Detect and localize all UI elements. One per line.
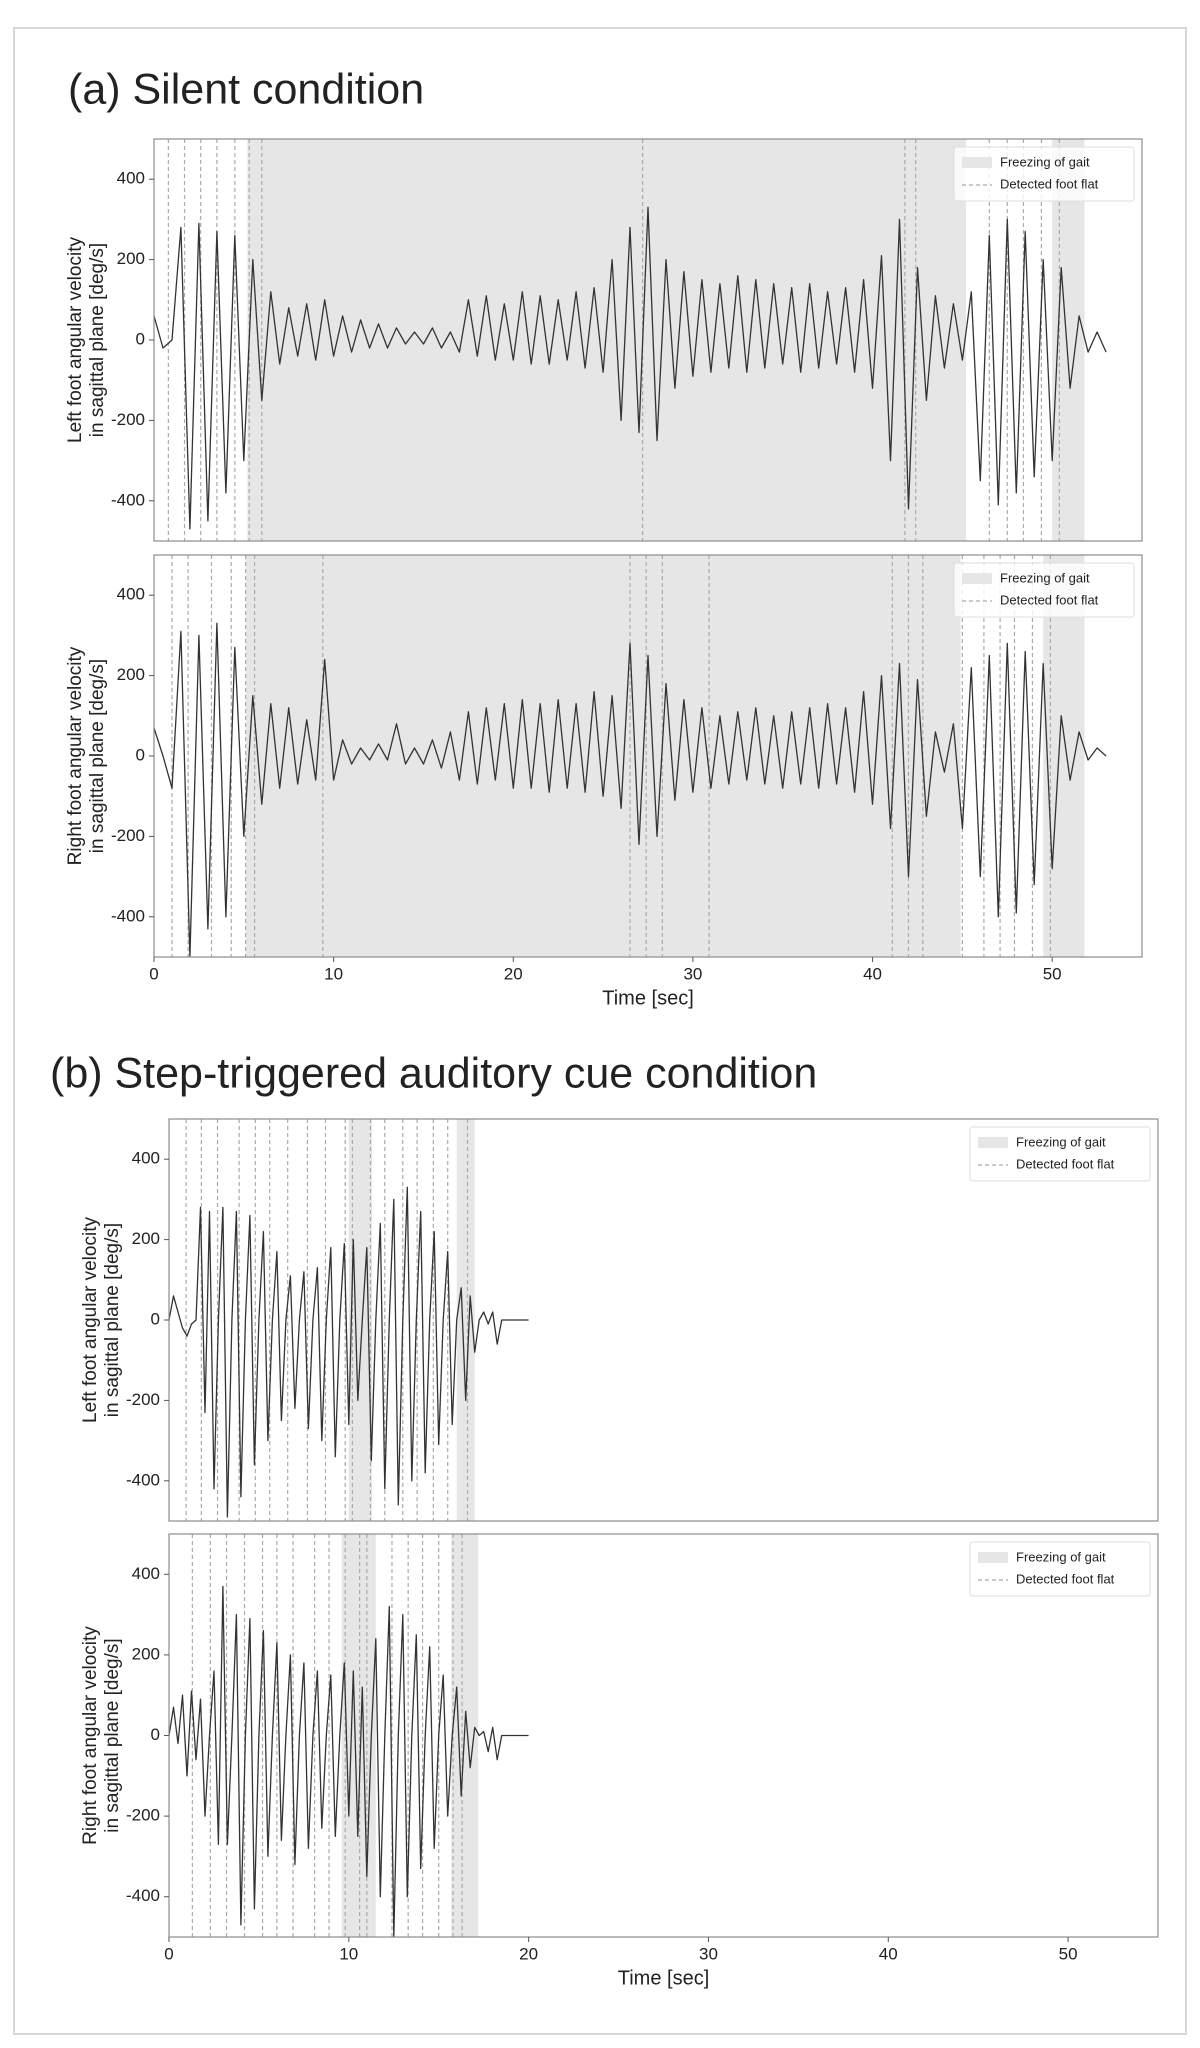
- legend-label: Freezing of gait: [1000, 154, 1090, 169]
- plot-area: [154, 555, 1107, 957]
- y-tick-label: -200: [126, 1806, 160, 1825]
- signal-line: [169, 1186, 529, 1518]
- legend: Freezing of gait Detected foot flat: [969, 1126, 1151, 1182]
- x-tick-label: 50: [1059, 1944, 1078, 1963]
- x-tick-label: 40: [879, 1944, 898, 1963]
- y-axis-label: Right foot angular velocity: [65, 646, 86, 865]
- legend-label: Freezing of gait: [1016, 1549, 1106, 1564]
- legend-box: [969, 1541, 1151, 1597]
- y-tick-label: -400: [126, 1886, 160, 1905]
- y-tick-label: 400: [132, 1564, 160, 1583]
- y-tick-label: -200: [111, 826, 145, 845]
- legend-box: [969, 1126, 1151, 1182]
- y-axis-label: in sagittal plane [deg/s]: [102, 1638, 123, 1832]
- legend: Freezing of gait Detected foot flat: [953, 562, 1135, 618]
- plot-area: [154, 139, 1107, 541]
- y-axis-label: Right foot angular velocity: [80, 1626, 101, 1845]
- legend: Freezing of gait Detected foot flat: [969, 1541, 1151, 1597]
- legend-label: Detected foot flat: [1000, 592, 1099, 607]
- figure-border: [13, 27, 1187, 2035]
- y-tick-label: -200: [126, 1390, 160, 1409]
- x-tick-label: 30: [699, 1944, 718, 1963]
- x-tick-label: 50: [1043, 964, 1062, 983]
- y-tick-label: 400: [117, 169, 145, 188]
- legend-fog-swatch: [978, 1552, 1008, 1563]
- legend-label: Detected foot flat: [1016, 1156, 1115, 1171]
- y-tick-label: 400: [117, 585, 145, 604]
- plot-area: [169, 1119, 529, 1521]
- fog-span: [348, 1119, 373, 1521]
- x-tick-label: 40: [863, 964, 882, 983]
- y-tick-label: 0: [136, 745, 145, 764]
- panel-title: (b) Step-triggered auditory cue conditio…: [50, 1049, 817, 1097]
- x-tick-label: 20: [504, 964, 523, 983]
- panel: -400 -200 0 200 400 0 10 20 30 40 50 Time [sec] Righ…: [65, 554, 1143, 1009]
- fog-span: [245, 555, 961, 957]
- x-axis-label: Time [sec]: [618, 1967, 710, 1989]
- panel: -400 -200 0 200 400 Left foot angular velocit…: [50, 1049, 1159, 1522]
- plot-area: [169, 1534, 529, 1937]
- y-axis-label: in sagittal plane [deg/s]: [102, 1223, 123, 1417]
- legend: Freezing of gait Detected foot flat: [953, 146, 1135, 202]
- y-axis-label: Left foot angular velocity: [65, 237, 86, 443]
- y-tick-label: 400: [132, 1149, 160, 1168]
- legend-fog-swatch: [962, 157, 992, 168]
- legend-label: Freezing of gait: [1000, 570, 1090, 585]
- signal-line: [154, 622, 1107, 957]
- y-axis-label: in sagittal plane [deg/s]: [87, 243, 108, 437]
- y-tick-label: -400: [111, 906, 145, 925]
- signal-line: [154, 206, 1107, 530]
- legend-label: Detected foot flat: [1016, 1571, 1115, 1586]
- y-tick-label: 200: [132, 1229, 160, 1248]
- x-tick-label: 30: [683, 964, 702, 983]
- y-tick-label: 200: [117, 665, 145, 684]
- y-axis-label: Left foot angular velocity: [80, 1217, 101, 1423]
- panel: -400 -200 0 200 400 Left foot angular velocit…: [65, 65, 1143, 542]
- legend-box: [953, 562, 1135, 618]
- x-axis-label: Time [sec]: [602, 987, 694, 1009]
- legend-label: Freezing of gait: [1016, 1134, 1106, 1149]
- x-tick-label: 0: [164, 1944, 173, 1963]
- fog-span: [456, 1119, 475, 1521]
- x-tick-label: 20: [519, 1944, 538, 1963]
- y-tick-label: 0: [151, 1725, 160, 1744]
- y-tick-label: 0: [151, 1309, 160, 1328]
- legend-fog-swatch: [962, 573, 992, 584]
- signal-line: [169, 1585, 529, 1937]
- y-tick-label: -200: [111, 410, 145, 429]
- y-tick-label: 200: [132, 1644, 160, 1663]
- legend-fog-swatch: [978, 1137, 1008, 1148]
- x-tick-label: 0: [149, 964, 158, 983]
- panel-title: (a) Silent condition: [68, 65, 424, 113]
- legend-label: Detected foot flat: [1000, 176, 1099, 191]
- y-tick-label: 200: [117, 249, 145, 268]
- y-tick-label: 0: [136, 329, 145, 348]
- y-axis-label: in sagittal plane [deg/s]: [87, 659, 108, 853]
- x-tick-label: 10: [324, 964, 343, 983]
- y-tick-label: -400: [126, 1470, 160, 1489]
- x-tick-label: 10: [339, 1944, 358, 1963]
- y-tick-label: -400: [111, 490, 145, 509]
- fog-span: [341, 1534, 376, 1937]
- panel: -400 -200 0 200 400 0 10 20 30 40 50 Time [sec] Righ…: [80, 1533, 1159, 1989]
- legend-box: [953, 146, 1135, 202]
